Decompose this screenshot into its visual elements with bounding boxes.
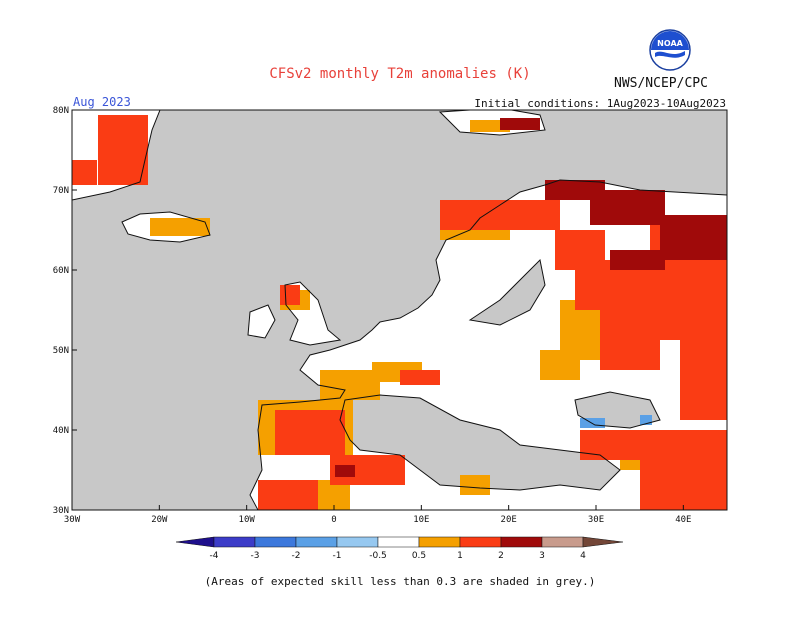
colorbar-segment <box>336 536 379 548</box>
colorbar-label: -2 <box>292 551 301 561</box>
noaa-logo-icon: NOAA <box>649 29 691 71</box>
colorbar-segment <box>175 536 215 548</box>
colorbar-label: 4 <box>580 551 586 561</box>
colorbar-segment <box>213 536 256 548</box>
lon-tick-label: 30E <box>588 515 604 525</box>
colorbar-label: 2 <box>498 551 504 561</box>
colorbar-label: -0.5 <box>369 551 387 561</box>
skill-footnote: (Areas of expected skill less than 0.3 a… <box>204 575 596 588</box>
colorbar-label: -4 <box>210 551 219 561</box>
lat-tick-label: 70N <box>53 186 69 196</box>
colorbar-label: 3 <box>539 551 545 561</box>
colorbar-segment <box>377 536 420 548</box>
lat-tick-label: 80N <box>53 106 69 116</box>
mediterranean-sea <box>340 395 620 490</box>
colorbar-label: 1 <box>457 551 463 561</box>
colorbar-segment <box>582 536 624 548</box>
lon-tick-label: 40E <box>675 515 691 525</box>
lon-tick-label: 30W <box>64 515 81 525</box>
colorbar-segment <box>295 536 338 548</box>
colorbar-segment <box>418 536 461 548</box>
latitude-ticks: 30N 40N 50N 60N 70N 80N <box>53 106 77 516</box>
colorbar-segment <box>500 536 543 548</box>
anomaly-darkred <box>335 118 727 477</box>
chart-title: CFSv2 monthly T2m anomalies (K) <box>269 66 531 82</box>
valid-month-label: Aug 2023 <box>73 95 131 109</box>
lon-tick-label: 10E <box>413 515 429 525</box>
colorbar-segment <box>254 536 297 548</box>
lon-tick-label: 20E <box>501 515 517 525</box>
coastlines <box>72 110 727 510</box>
agency-label: NWS/NCEP/CPC <box>614 76 708 91</box>
lat-tick-label: 30N <box>53 506 69 516</box>
lon-tick-label: 0 <box>331 515 336 525</box>
lat-tick-label: 40N <box>53 426 69 436</box>
lon-tick-label: 10W <box>239 515 256 525</box>
noaa-logo-text: NOAA <box>657 39 683 48</box>
colorbar-segment <box>541 536 584 548</box>
ireland-land <box>248 305 275 338</box>
colorbar-label: 0.5 <box>412 551 426 561</box>
lat-tick-label: 60N <box>53 266 69 276</box>
lat-tick-label: 50N <box>53 346 69 356</box>
map-frame <box>71 109 728 511</box>
initial-conditions-label: Initial conditions: 1Aug2023-10Aug2023 <box>474 97 726 110</box>
lon-tick-label: 20W <box>151 515 168 525</box>
longitude-ticks: 30W 20W 10W 0 10E 20E 30E 40E <box>64 505 691 525</box>
colorbar-label: -3 <box>251 551 260 561</box>
colorbar: -4 -3 -2 -1 -0.5 0.5 1 2 3 4 <box>175 536 624 561</box>
colorbar-segment <box>459 536 502 548</box>
colorbar-label: -1 <box>333 551 342 561</box>
